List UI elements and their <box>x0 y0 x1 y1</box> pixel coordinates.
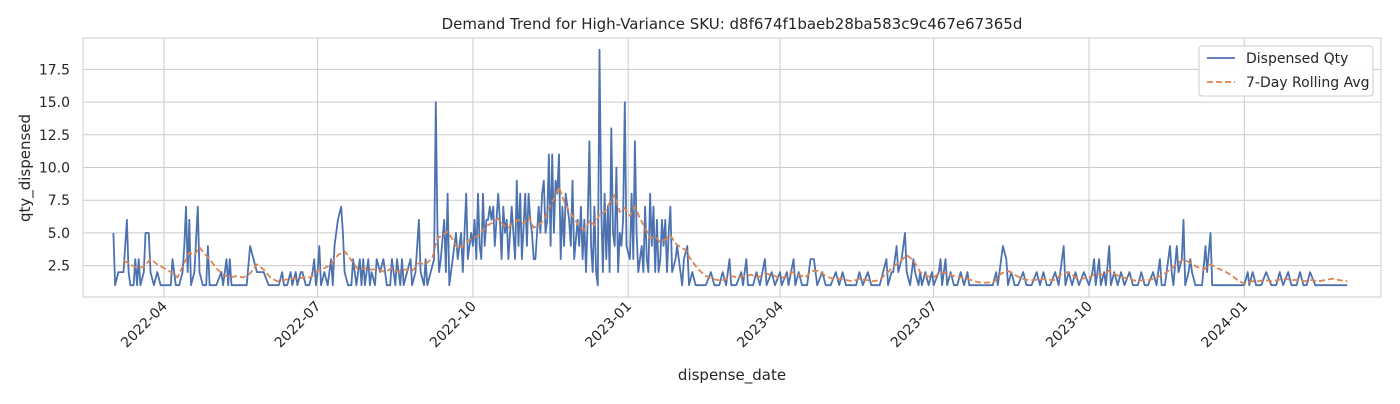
y-axis-label: qty_dispensed <box>16 114 35 222</box>
series-layer <box>112 48 1348 287</box>
series-line-rolling-avg <box>123 186 1348 285</box>
y-tick-label: 17.5 <box>39 62 70 78</box>
legend-box <box>1198 45 1374 97</box>
x-axis-label: dispense_date <box>678 366 786 385</box>
y-tick-label: 10.0 <box>39 161 70 177</box>
legend: Dispensed Qty 7-Day Rolling Avg <box>1198 45 1374 97</box>
legend-label-dispensed-qty: Dispensed Qty <box>1246 51 1348 67</box>
y-tick-label: 15.0 <box>39 95 70 111</box>
legend-label-rolling-avg: 7-Day Rolling Avg <box>1246 75 1370 91</box>
y-tick-label: 5.0 <box>48 226 70 242</box>
chart-title: Demand Trend for High-Variance SKU: d8f6… <box>442 15 1023 33</box>
y-axis-ticks: 2.5 5.0 7.5 10.0 12.5 15.0 17.5 <box>39 62 70 274</box>
y-tick-label: 2.5 <box>48 259 70 275</box>
y-tick-label: 7.5 <box>48 193 70 209</box>
y-tick-label: 12.5 <box>39 128 70 144</box>
